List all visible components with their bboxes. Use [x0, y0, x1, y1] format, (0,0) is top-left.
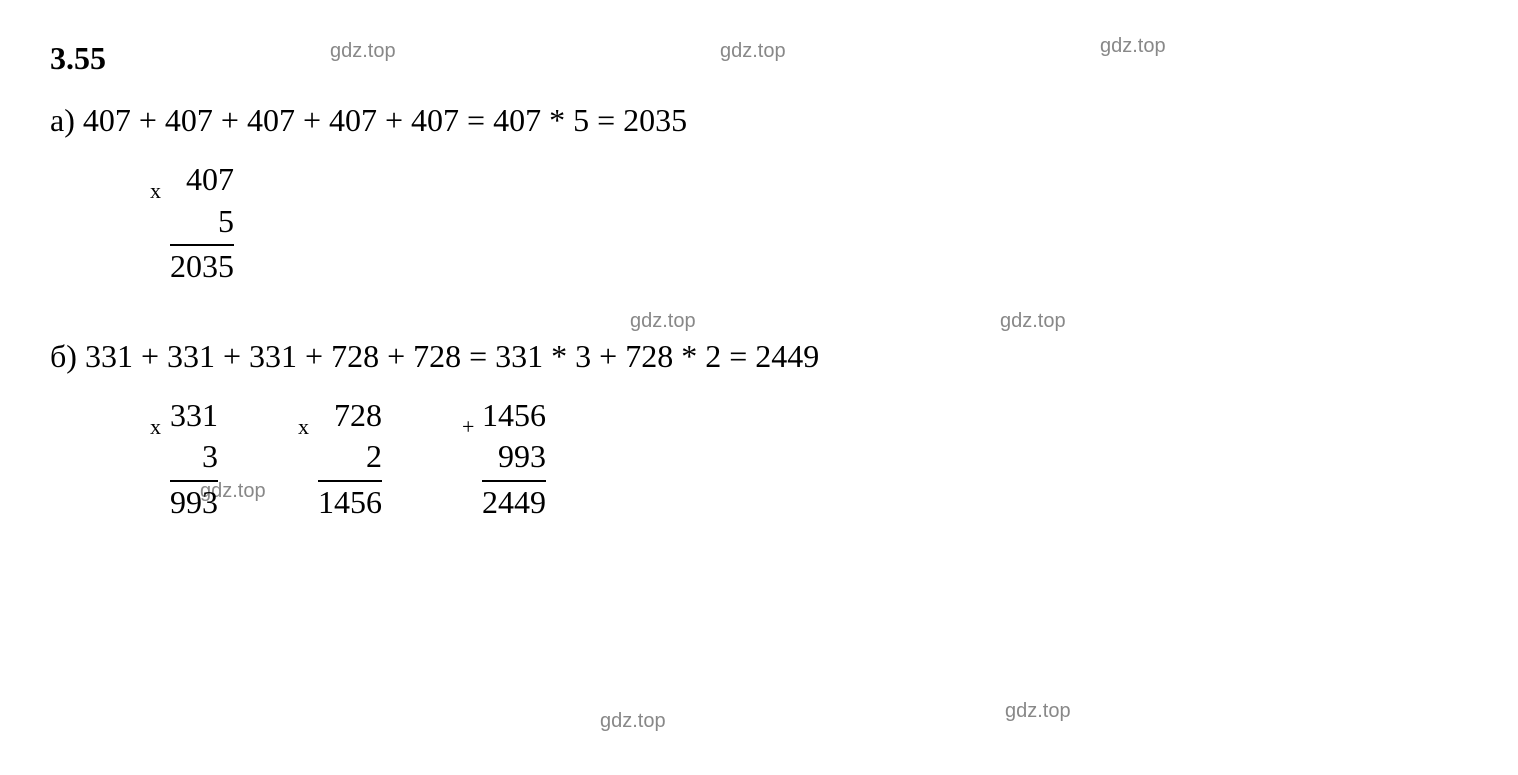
add-block: + 1456 993 2449	[482, 395, 546, 524]
part-label-a: а)	[50, 102, 75, 138]
long-multiplication-a: х 407 5 2035	[170, 159, 234, 288]
watermark: gdz.top	[1000, 310, 1066, 333]
operand-top: 331	[170, 395, 218, 437]
operator: х	[298, 413, 309, 442]
multiplier: 5	[170, 201, 234, 243]
watermark: gdz.top	[600, 710, 666, 733]
mult-result: 2035	[170, 244, 234, 288]
watermark: gdz.top	[1100, 35, 1166, 58]
equation-text-b: 331 + 331 + 331 + 728 + 728 = 331 * 3 + …	[85, 338, 819, 374]
equation-text-a: 407 + 407 + 407 + 407 + 407 = 407 * 5 = …	[83, 102, 687, 138]
block-result: 993	[170, 480, 218, 524]
block-result: 1456	[318, 480, 382, 524]
equation-b: б) 331 + 331 + 331 + 728 + 728 = 331 * 3…	[50, 338, 1468, 375]
watermark: gdz.top	[630, 310, 696, 333]
calculation-group-b: х 331 3 993 х 728 2 1456 + 1456 993 2449	[170, 395, 1468, 524]
watermark: gdz.top	[330, 40, 396, 63]
operand-bottom: 3	[170, 436, 218, 478]
block-result: 2449	[482, 480, 546, 524]
mult-operator: х	[150, 177, 161, 206]
equation-a: а) 407 + 407 + 407 + 407 + 407 = 407 * 5…	[50, 102, 1468, 139]
watermark: gdz.top	[1005, 700, 1071, 723]
operator: х	[150, 413, 161, 442]
multiplicand: 407	[170, 159, 234, 201]
operand-top: 728	[318, 395, 382, 437]
operand-bottom: 993	[482, 436, 546, 478]
watermark: gdz.top	[720, 40, 786, 63]
part-label-b: б)	[50, 338, 77, 374]
operand-top: 1456	[482, 395, 546, 437]
mult-block-1: х 331 3 993	[170, 395, 218, 524]
mult-block-2: х 728 2 1456	[318, 395, 382, 524]
operand-bottom: 2	[318, 436, 382, 478]
operator: +	[462, 413, 474, 442]
